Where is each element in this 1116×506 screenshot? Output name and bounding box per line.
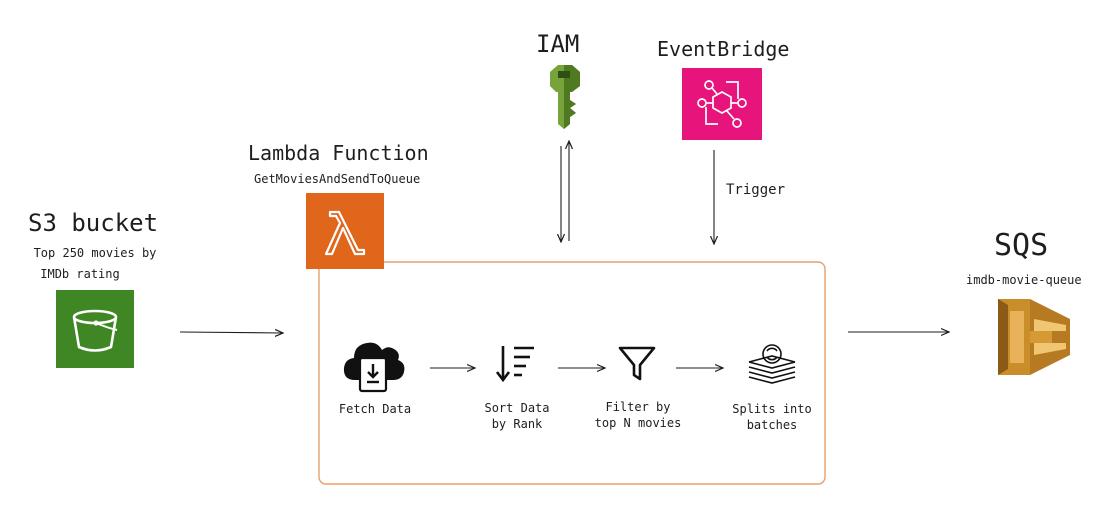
step-sort-label-1: Sort Data [484, 401, 550, 415]
step-batch-label-1: Splits into [732, 402, 812, 416]
iam-key-icon [550, 65, 580, 129]
step-fetch-label-1: Fetch Data [338, 402, 412, 416]
s3-desc-line2: IMDb rating [40, 267, 120, 281]
sqs-subtitle: imdb-movie-queue [966, 273, 1082, 287]
filter-funnel-icon [618, 346, 656, 381]
lambda-icon [306, 193, 384, 269]
iam-title: IAM [536, 30, 580, 58]
step-sort-label-2: by Rank [491, 417, 543, 431]
sort-descending-icon [495, 346, 534, 383]
stack-batches-icon [748, 344, 796, 384]
s3-desc-line1: Top 250 movies by [33, 246, 157, 260]
eventbridge-title: EventBridge [657, 37, 790, 61]
lambda-title: Lambda Function [248, 141, 429, 165]
arrow-s3-to-lambda [179, 332, 282, 333]
s3-title: S3 bucket [28, 209, 159, 237]
lambda-process-box [318, 261, 826, 485]
lambda-subtitle: GetMoviesAndSendToQueue [254, 172, 421, 186]
s3-bucket-icon [56, 290, 134, 368]
step-batch-label-2: batches [746, 418, 798, 432]
sqs-icon [998, 299, 1070, 375]
eventbridge-icon [682, 68, 762, 140]
trigger-label: Trigger [726, 182, 786, 198]
step-filter-label-1: Filter by [605, 400, 671, 414]
sqs-title: SQS [994, 228, 1049, 263]
step-filter-label-2: top N movies [594, 416, 682, 430]
cloud-download-icon [343, 342, 405, 393]
